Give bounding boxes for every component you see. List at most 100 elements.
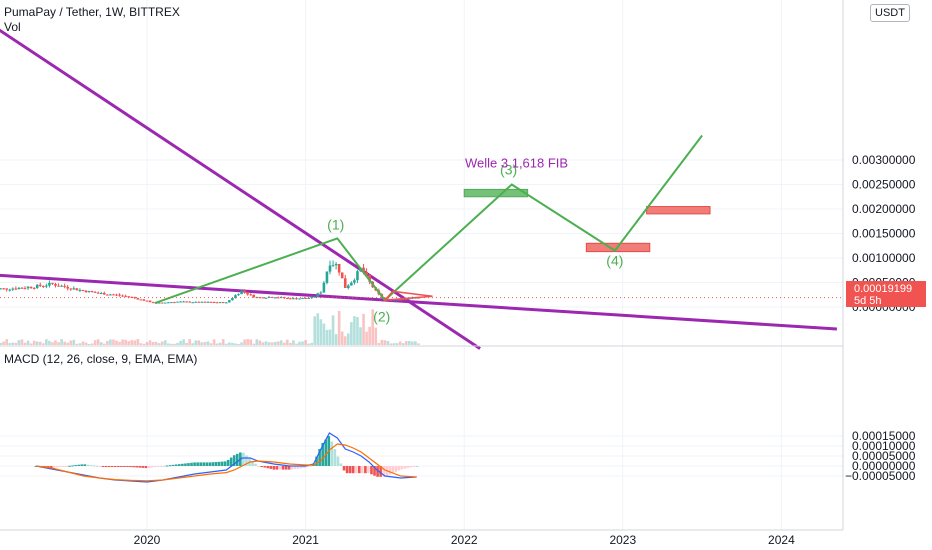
- volume-bar: [14, 342, 18, 345]
- y-axis-tick: 0.00250000: [852, 178, 916, 192]
- volume-bar: [225, 343, 228, 345]
- candle-body: [334, 263, 338, 266]
- macd-histogram-bar: [367, 466, 370, 474]
- macd-histogram-bar: [333, 449, 337, 466]
- volume-bar: [386, 341, 390, 345]
- macd-histogram-bar: [400, 466, 404, 470]
- macd-histogram-bar: [178, 464, 181, 466]
- volume-bar: [151, 342, 155, 345]
- macd-histogram-bar: [199, 462, 202, 466]
- macd-y-axis-tick: 0.00015000: [852, 429, 916, 443]
- candle-body: [197, 301, 201, 303]
- volume-bar: [276, 341, 280, 345]
- volume-bar: [112, 339, 115, 345]
- candle-body: [106, 294, 109, 296]
- candle-body: [353, 280, 356, 283]
- macd-histogram-bar: [336, 456, 340, 466]
- candle-body: [234, 295, 237, 299]
- candle-body: [319, 292, 323, 294]
- candle-body: [133, 297, 137, 299]
- macd-y-axis-tick: 0.00005000: [852, 449, 916, 463]
- candle-body: [173, 302, 176, 304]
- candle-body: [109, 294, 112, 296]
- macd-histogram-bar: [330, 441, 334, 466]
- currency-button[interactable]: USDT: [870, 4, 910, 22]
- volume-bar: [389, 343, 393, 345]
- volume-bar: [359, 327, 362, 345]
- macd-histogram-bar: [171, 464, 175, 466]
- macd-histogram-bar: [397, 466, 401, 471]
- candle-body: [240, 290, 243, 295]
- candle-body: [231, 298, 234, 301]
- candle-body: [343, 278, 347, 289]
- volume-bar: [191, 343, 195, 345]
- macd-histogram-bar: [379, 466, 382, 477]
- candle-body: [112, 294, 115, 296]
- volume-bar: [298, 341, 301, 345]
- macd-histogram-bar: [415, 466, 419, 467]
- macd-histogram-bar: [412, 466, 416, 467]
- macd-histogram-bar: [159, 466, 163, 467]
- candle-body: [151, 302, 155, 304]
- candle-body: [60, 285, 63, 287]
- macd-histogram-bar: [388, 466, 392, 475]
- volume-bar: [115, 340, 118, 345]
- candle-body: [164, 302, 167, 304]
- x-axis-tick: 2024: [768, 533, 795, 547]
- candle-body: [228, 300, 231, 303]
- current-price-value: 0.00019199: [854, 283, 913, 295]
- macd-histogram-bar: [229, 457, 233, 466]
- wave-polyline: [154, 134, 703, 305]
- volume-bar: [322, 323, 326, 345]
- macd-histogram-bar: [275, 466, 279, 470]
- macd-histogram-bar: [232, 455, 236, 466]
- y-axis-tick: 0.00100000: [852, 251, 916, 265]
- macd-histogram-bar: [49, 466, 53, 468]
- volume-bar: [42, 343, 45, 345]
- candle-body: [176, 301, 179, 303]
- volume-bar: [218, 342, 222, 345]
- candle-body: [261, 297, 265, 299]
- macd-histogram-bar: [235, 453, 239, 466]
- volume-bar: [121, 339, 124, 345]
- macd-histogram-bar: [263, 466, 267, 468]
- candle-body: [212, 302, 216, 304]
- volume-bar: [145, 342, 149, 345]
- bar-countdown: 5d 5h: [854, 295, 882, 307]
- target-zones[interactable]: [463, 188, 711, 253]
- candle-body: [48, 282, 51, 286]
- volume-bar: [237, 343, 240, 345]
- volume-bar: [185, 342, 188, 345]
- volume-bar: [5, 339, 8, 345]
- macd-histogram-bar: [211, 462, 215, 466]
- candle-body: [304, 297, 307, 299]
- candle-body: [96, 292, 100, 294]
- candle-body: [87, 291, 91, 293]
- macd-histogram-bar: [257, 466, 260, 467]
- y-axis-ticks: 0.000000000.000500000.001000000.00150000…: [845, 153, 916, 483]
- volume-bar: [295, 343, 298, 345]
- macd-histogram-bar: [95, 465, 99, 467]
- trend-lines[interactable]: [0, 23, 838, 350]
- volume-bar: [212, 339, 216, 345]
- volume-bar: [328, 329, 332, 345]
- macd-histogram-bar: [293, 466, 297, 469]
- candle-body: [295, 298, 298, 300]
- macd-histogram-bar: [59, 466, 62, 467]
- candle-body: [38, 284, 42, 286]
- macd-histogram-bar: [361, 466, 364, 474]
- candle-body: [72, 288, 76, 290]
- macd-histogram-bar: [348, 466, 352, 474]
- macd-histogram-bar: [153, 466, 157, 468]
- volume-bar: [38, 341, 42, 345]
- volume-bar: [264, 341, 268, 345]
- volume-bar: [307, 343, 310, 345]
- macd-histogram-bar: [181, 463, 184, 466]
- macd-histogram-bar: [370, 466, 373, 475]
- macd-histogram-bar: [141, 466, 145, 468]
- volume-bar: [273, 341, 277, 345]
- candle-body: [356, 271, 359, 281]
- elliott-wave-path[interactable]: [154, 134, 703, 305]
- y-axis-tick: 0.00200000: [852, 202, 916, 216]
